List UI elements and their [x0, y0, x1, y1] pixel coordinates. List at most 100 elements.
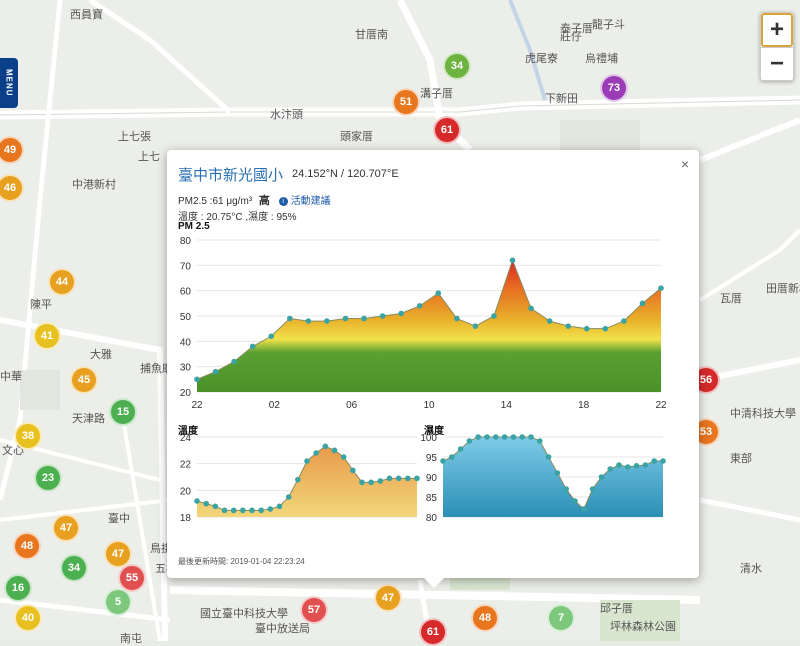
data-point: [510, 434, 517, 440]
aq-station-marker[interactable]: 47: [104, 540, 132, 568]
aq-station-marker[interactable]: 48: [471, 604, 499, 632]
aq-station-marker[interactable]: 5: [104, 588, 132, 616]
aq-station-marker[interactable]: 46: [0, 174, 24, 202]
y-tick-label: 70: [180, 261, 192, 272]
data-point: [231, 358, 237, 365]
map-place-label: 莊仔: [560, 30, 582, 43]
data-point: [528, 305, 534, 312]
map-place-label: 頭家厝: [340, 130, 373, 143]
data-point: [368, 479, 374, 486]
data-point: [361, 315, 367, 322]
data-point: [602, 325, 609, 332]
data-point: [660, 458, 666, 464]
info-icon: i: [278, 196, 288, 206]
aq-station-marker[interactable]: 51: [392, 88, 420, 116]
data-point: [405, 475, 411, 482]
aq-station-marker[interactable]: 48: [13, 532, 41, 560]
data-point: [322, 443, 329, 450]
aq-station-marker[interactable]: 23: [34, 464, 62, 492]
data-point: [414, 475, 420, 482]
map-place-label: 南屯: [120, 632, 142, 645]
map-place-label: 東部: [730, 452, 752, 465]
data-point: [342, 315, 349, 322]
zoom-out-button[interactable]: −: [761, 47, 793, 80]
aq-station-marker[interactable]: 61: [419, 618, 447, 646]
aq-station-marker[interactable]: 73: [600, 74, 628, 102]
data-point: [249, 507, 255, 514]
data-point: [651, 458, 657, 464]
y-tick-label: 80: [426, 513, 438, 524]
data-point: [642, 462, 649, 468]
close-icon[interactable]: ×: [680, 156, 689, 172]
data-point: [295, 476, 301, 483]
aq-station-marker[interactable]: 34: [60, 554, 88, 582]
series-area: [443, 437, 663, 517]
data-point: [457, 446, 464, 452]
data-point: [449, 454, 455, 460]
data-point: [331, 447, 338, 454]
activity-advice-link[interactable]: 活動建議: [290, 196, 331, 207]
data-point: [484, 434, 490, 440]
y-tick-label: 85: [426, 493, 438, 504]
aq-station-marker[interactable]: 49: [0, 136, 24, 164]
map-place-label: 中清科技大學: [730, 407, 796, 420]
aq-station-marker[interactable]: 55: [118, 564, 146, 592]
map-place-label: 上七張: [118, 130, 151, 143]
map-place-label: 虎尾寮: [525, 52, 558, 65]
data-point: [616, 462, 622, 468]
aq-station-marker[interactable]: 47: [374, 584, 402, 612]
map-place-label: 田厝新村: [766, 282, 800, 295]
data-point: [639, 300, 646, 307]
last-updated: 最後更新時間: 2019-01-04 22:23:24: [178, 557, 305, 566]
data-point: [230, 507, 237, 514]
data-point: [398, 310, 404, 317]
humidity-chart-heading: 濕度: [424, 426, 444, 437]
menu-button[interactable]: MENU: [0, 58, 18, 108]
data-point: [350, 467, 356, 474]
aq-station-marker[interactable]: 38: [14, 422, 42, 450]
data-point: [581, 506, 587, 512]
aq-station-marker[interactable]: 40: [14, 604, 42, 632]
data-point: [287, 315, 293, 322]
aq-station-marker[interactable]: 15: [109, 398, 137, 426]
pm-chart-heading: PM 2.5: [178, 221, 210, 232]
map-place-label: 瓦厝: [720, 292, 742, 305]
map-place-label: 烏禮埔: [585, 52, 618, 65]
zoom-control: + −: [760, 12, 794, 81]
aq-station-marker[interactable]: 47: [52, 514, 80, 542]
map-place-label: 臺中: [108, 512, 130, 525]
zoom-in-button[interactable]: +: [761, 13, 793, 47]
pm-chart: 20 30 40 50 60 70 80 22 02 06 10 14 18 22: [180, 236, 667, 411]
map-place-label: 大雅: [90, 348, 112, 361]
data-point: [607, 466, 613, 472]
x-tick-label: 06: [346, 400, 358, 411]
map-place-label: 坪林森林公園: [610, 620, 676, 633]
temp-chart: 18 20 22 24: [180, 433, 420, 524]
data-point: [501, 434, 508, 440]
map-place-label: 國立臺中科技大學: [200, 607, 288, 620]
map-place-label: 文心: [2, 444, 24, 457]
station-title[interactable]: 臺中市新光國小: [178, 166, 284, 184]
aq-station-marker[interactable]: 7: [547, 604, 575, 632]
aq-station-marker[interactable]: 44: [48, 268, 76, 296]
station-popup: 臺中市新光國小 24.152°N / 120.707°E × PM2.5 :61…: [167, 150, 699, 588]
map-place-label: 捕魚廟: [140, 362, 173, 375]
data-point: [472, 323, 479, 329]
map-place-label: 水汴頭: [270, 108, 303, 121]
map-place-label: 天津路: [72, 412, 105, 425]
aq-station-marker[interactable]: 45: [70, 366, 98, 394]
data-point: [519, 434, 525, 440]
humidity-chart: 80 85 90 95 100: [420, 433, 666, 524]
data-point: [305, 318, 312, 324]
y-tick-label: 80: [180, 236, 192, 247]
map-place-label: 邱子厝: [600, 602, 633, 615]
data-point: [475, 434, 481, 440]
data-point: [267, 506, 274, 512]
aq-station-marker[interactable]: 16: [4, 574, 32, 602]
aq-station-marker[interactable]: 61: [433, 116, 461, 144]
aq-station-marker[interactable]: 57: [300, 596, 328, 624]
aq-station-marker[interactable]: 34: [443, 52, 471, 80]
aq-station-marker[interactable]: 41: [33, 322, 61, 350]
x-tick-label: 22: [191, 400, 203, 411]
data-point: [563, 486, 569, 492]
